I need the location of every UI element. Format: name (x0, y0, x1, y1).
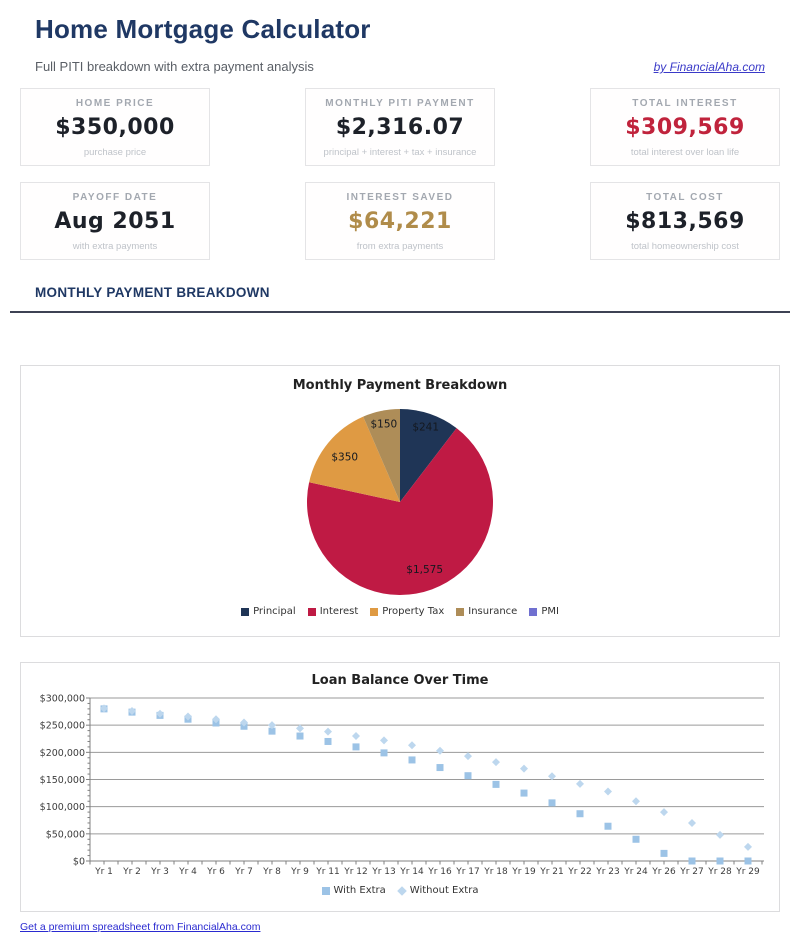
stat-label: TOTAL INTEREST (632, 98, 738, 109)
stat-card-payoff-date: PAYOFF DATE Aug 2051 with extra payments (20, 182, 210, 260)
balance-scatter-chart: $0 $50,000 $100,000 $150,000 $200,000 $250,00… (40, 694, 764, 877)
svg-text:Yr 12: Yr 12 (343, 867, 368, 877)
legend-label: Principal (253, 606, 296, 617)
pie-chart-legend: Principal Interest Property Tax Insurance PM… (21, 606, 779, 617)
pie-chart-title: Monthly Payment Breakdown (292, 378, 508, 393)
premium-spreadsheet-link[interactable]: Get a premium spreadsheet from Financial… (20, 921, 261, 933)
legend-label: Interest (319, 606, 359, 617)
pie-chart-card: Monthly Payment Breakdown $241 $1,575 $350… (20, 365, 780, 637)
svg-text:Yr 17: Yr 17 (455, 867, 480, 877)
svg-text:Yr 21: Yr 21 (539, 867, 564, 877)
legend-label: Property Tax (382, 606, 445, 617)
legend-item-pmi: PMI (529, 606, 559, 617)
svg-text:Yr 27: Yr 27 (679, 867, 704, 877)
svg-text:$350: $350 (331, 451, 358, 463)
section-title: MONTHLY PAYMENT BREAKDOWN (35, 285, 270, 300)
legend-swatch (307, 607, 316, 616)
diamond-marker-icon (396, 885, 407, 896)
svg-text:$0: $0 (73, 857, 85, 868)
stat-card-interest-saved: INTEREST SAVED $64,221 from extra paymen… (305, 182, 495, 260)
stat-label: TOTAL COST (646, 192, 724, 203)
legend-swatch (456, 607, 465, 616)
stat-label: INTEREST SAVED (346, 192, 454, 203)
svg-text:Yr 3: Yr 3 (150, 867, 169, 877)
page-title: Home Mortgage Calculator (35, 14, 371, 44)
svg-text:Yr 16: Yr 16 (427, 867, 452, 877)
stat-value: $350,000 (55, 115, 175, 140)
stat-subtext: principal + interest + tax + insurance (323, 147, 477, 158)
pie-chart: $241 $1,575 $350 $150 (307, 409, 493, 595)
svg-text:$150: $150 (370, 419, 397, 431)
stat-value: $813,569 (625, 209, 745, 234)
legend-swatch (370, 607, 379, 616)
stat-subtext: from extra payments (356, 241, 444, 252)
svg-text:Yr 11: Yr 11 (315, 867, 340, 877)
svg-text:Yr 22: Yr 22 (567, 867, 592, 877)
stat-card-home-price: HOME PRICE $350,000 purchase price (20, 88, 210, 166)
svg-text:$300,000: $300,000 (40, 694, 85, 705)
svg-text:Yr 18: Yr 18 (483, 867, 508, 877)
svg-text:$250,000: $250,000 (40, 721, 85, 732)
legend-swatch (529, 607, 538, 616)
stat-subtext: with extra payments (72, 241, 158, 252)
stat-card-monthly-piti: MONTHLY PITI PAYMENT $2,316.07 principal… (305, 88, 495, 166)
svg-text:Yr 8: Yr 8 (262, 867, 281, 877)
legend-item-with-extra: With Extra (321, 885, 386, 896)
stat-label: MONTHLY PITI PAYMENT (325, 98, 475, 109)
legend-item-insurance: Insurance (456, 606, 517, 617)
stat-value: $309,569 (625, 115, 745, 140)
svg-text:$200,000: $200,000 (40, 748, 85, 759)
legend-label: PMI (541, 606, 559, 617)
svg-text:$1,575: $1,575 (406, 564, 443, 576)
svg-text:Yr 14: Yr 14 (399, 867, 424, 877)
page-subtitle: Full PITI breakdown with extra payment a… (35, 59, 314, 74)
stat-subtext: total homeownership cost (631, 241, 739, 252)
svg-text:Yr 9: Yr 9 (290, 867, 309, 877)
section-header: MONTHLY PAYMENT BREAKDOWN (10, 284, 790, 313)
balance-chart-title: Loan Balance Over Time (311, 673, 489, 688)
stat-label: PAYOFF DATE (72, 192, 158, 203)
legend-item-property-tax: Property Tax (370, 606, 444, 617)
stat-subtext: total interest over loan life (630, 147, 740, 158)
svg-text:Yr 7: Yr 7 (234, 867, 253, 877)
svg-text:Yr 29: Yr 29 (735, 867, 760, 877)
legend-label: Without Extra (409, 885, 479, 896)
svg-text:$150,000: $150,000 (40, 775, 85, 786)
stat-cards-grid: HOME PRICE $350,000 purchase price MONTH… (20, 88, 780, 260)
legend-item-without-extra: Without Extra (396, 885, 479, 896)
svg-text:$50,000: $50,000 (46, 829, 85, 840)
svg-text:Yr 24: Yr 24 (623, 867, 648, 877)
page-footer: Get a premium spreadsheet from Financial… (20, 917, 800, 935)
stat-subtext: purchase price (83, 147, 147, 158)
legend-item-principal: Principal (241, 606, 296, 617)
stat-value: $64,221 (348, 209, 452, 234)
stat-label: HOME PRICE (75, 98, 155, 109)
svg-text:Yr 28: Yr 28 (707, 867, 732, 877)
balance-chart-card: Loan Balance Over Time $0 $50,000 $100,000… (20, 662, 780, 912)
square-marker-icon (321, 886, 330, 895)
svg-text:Yr 4: Yr 4 (178, 867, 197, 877)
byline-link[interactable]: by FinancialAha.com (653, 60, 765, 74)
svg-text:Yr 13: Yr 13 (371, 867, 396, 877)
svg-text:Yr 1: Yr 1 (94, 867, 113, 877)
svg-text:Yr 23: Yr 23 (595, 867, 620, 877)
stat-card-total-interest: TOTAL INTEREST $309,569 total interest o… (590, 88, 780, 166)
svg-text:Yr 2: Yr 2 (122, 867, 141, 877)
stat-value: $2,316.07 (335, 115, 465, 140)
legend-label: With Extra (333, 885, 386, 896)
svg-text:Yr 26: Yr 26 (651, 867, 676, 877)
legend-label: Insurance (468, 606, 518, 617)
svg-text:Yr 6: Yr 6 (206, 867, 225, 877)
balance-chart-legend: With Extra Without Extra (21, 885, 779, 896)
page-header: Home Mortgage Calculator Full PITI break… (0, 14, 800, 74)
svg-text:$241: $241 (412, 421, 439, 433)
svg-text:$100,000: $100,000 (40, 802, 85, 813)
legend-item-interest: Interest (307, 606, 359, 617)
legend-swatch (241, 607, 250, 616)
svg-text:Yr 19: Yr 19 (511, 867, 536, 877)
stat-value: Aug 2051 (54, 209, 176, 234)
subtitle-row: Full PITI breakdown with extra payment a… (35, 59, 765, 74)
stat-card-total-cost: TOTAL COST $813,569 total homeownership … (590, 182, 780, 260)
